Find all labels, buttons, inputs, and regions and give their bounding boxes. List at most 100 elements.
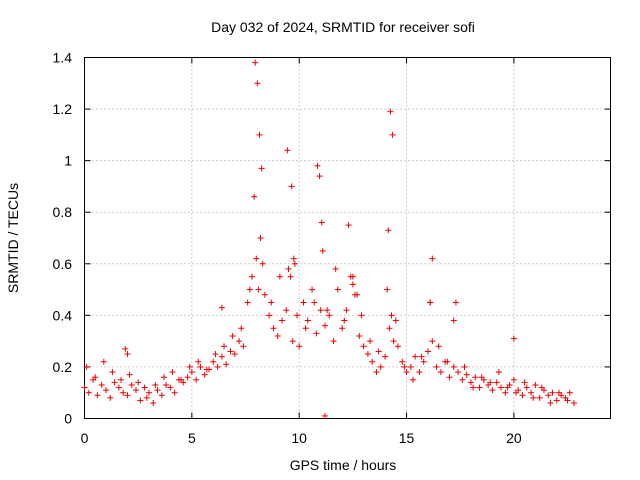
data-point [536, 394, 543, 401]
data-point [564, 397, 571, 404]
data-point [296, 343, 303, 350]
data-point [493, 379, 500, 386]
data-point [290, 255, 297, 262]
data-point [388, 312, 395, 319]
x-tick-label: 20 [506, 430, 522, 446]
data-point [530, 394, 537, 401]
data-point [321, 412, 328, 419]
data-point [81, 384, 88, 391]
y-tick-labels: 0 0.2 0.4 0.6 0.8 1 1.2 1.4 [53, 50, 73, 427]
axis-ticks [84, 57, 611, 419]
chart-title: Day 032 of 2024, SRMTID for receiver sof… [211, 19, 475, 35]
data-point [258, 165, 265, 172]
data-point [367, 338, 374, 345]
data-point [416, 369, 423, 376]
x-tick-labels: 0 5 10 15 20 [81, 430, 522, 446]
data-point [302, 325, 309, 332]
data-point [392, 317, 399, 324]
data-point [463, 371, 470, 378]
y-tick-label: 0.8 [53, 204, 73, 220]
data-point [137, 397, 144, 404]
data-point [532, 381, 539, 388]
data-point [326, 312, 333, 319]
data-point [102, 387, 109, 394]
data-point [285, 265, 292, 272]
data-point [459, 376, 466, 383]
data-point [489, 387, 496, 394]
data-point [287, 273, 294, 280]
data-point [218, 304, 225, 311]
data-point [141, 384, 148, 391]
data-point [244, 299, 251, 306]
data-points [81, 59, 578, 419]
data-point [246, 286, 253, 293]
data-point [128, 381, 135, 388]
data-point [289, 338, 296, 345]
data-point [255, 286, 262, 293]
data-point [145, 389, 152, 396]
data-point [124, 392, 131, 399]
data-point [283, 307, 290, 314]
data-point [254, 80, 261, 87]
data-point [314, 162, 321, 169]
data-point [291, 260, 298, 267]
data-point [384, 286, 391, 293]
data-point [547, 400, 554, 407]
data-point [120, 389, 127, 396]
data-point [210, 358, 217, 365]
data-point [394, 343, 401, 350]
grid [84, 57, 611, 419]
x-axis-title: GPS time / hours [290, 457, 397, 473]
data-point [502, 389, 509, 396]
data-point [221, 343, 228, 350]
data-point [545, 392, 552, 399]
data-point [332, 265, 339, 272]
data-point [450, 317, 457, 324]
data-point [150, 400, 157, 407]
data-point [510, 335, 517, 342]
x-tick-label: 0 [81, 430, 89, 446]
data-point [83, 363, 90, 370]
data-point [470, 384, 477, 391]
data-point [330, 338, 337, 345]
data-point [316, 173, 323, 180]
data-point [214, 363, 221, 370]
data-point [341, 317, 348, 324]
data-point [259, 260, 266, 267]
y-tick-label: 0.4 [53, 307, 73, 323]
x-tick-label: 5 [188, 430, 196, 446]
data-point [321, 322, 328, 329]
data-point [270, 325, 277, 332]
data-point [163, 381, 170, 388]
data-point [197, 363, 204, 370]
data-point [407, 363, 414, 370]
data-point [248, 273, 255, 280]
data-point [429, 338, 436, 345]
data-point [377, 363, 384, 370]
data-point [523, 384, 530, 391]
data-point [437, 369, 444, 376]
data-point [478, 374, 485, 381]
data-point [117, 376, 124, 383]
data-point [487, 379, 494, 386]
data-point [115, 384, 122, 391]
data-point [257, 235, 264, 241]
data-point [375, 348, 382, 355]
data-point [354, 291, 361, 298]
data-point [279, 317, 286, 324]
y-tick-label: 0.2 [53, 359, 73, 375]
data-point [343, 307, 350, 314]
data-point [111, 379, 118, 386]
data-point [85, 389, 92, 396]
y-tick-label: 1.4 [53, 50, 73, 66]
data-point [498, 384, 505, 391]
data-point [227, 348, 234, 355]
data-point [143, 394, 150, 401]
data-point [549, 389, 556, 396]
data-point [309, 286, 316, 293]
data-point [238, 325, 245, 332]
data-point [364, 351, 371, 358]
data-point [256, 131, 263, 138]
data-point [107, 394, 114, 401]
data-point [203, 366, 210, 373]
